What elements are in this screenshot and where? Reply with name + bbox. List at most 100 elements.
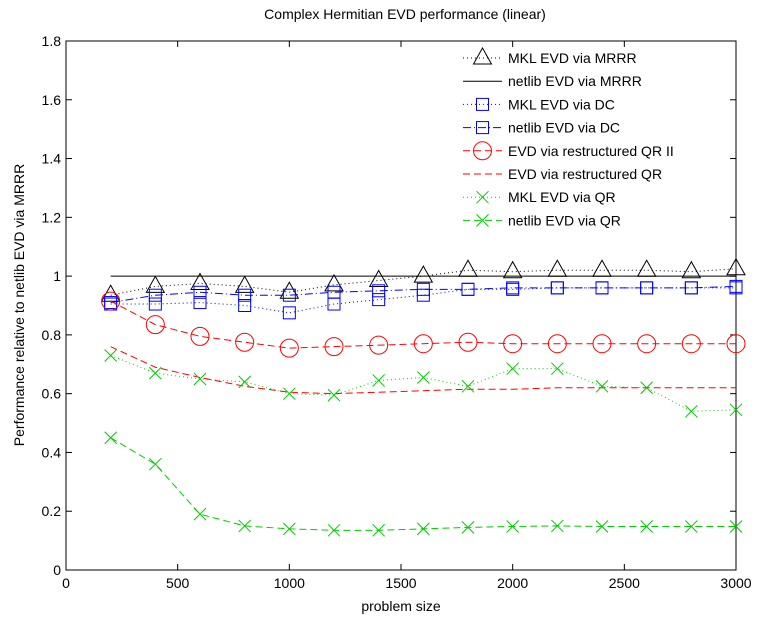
legend-label: netlib EVD via QR (508, 212, 621, 228)
axis-ticks: 0 500 1000 1500 2000 2500 3000 0 0.2 0.4 0.6 0.8 1 1.… (42, 33, 752, 591)
data-point (416, 522, 430, 536)
data-point (193, 296, 207, 310)
data-point (101, 291, 121, 311)
y-tick-label: 1.4 (42, 151, 62, 167)
legend-label: MKL EVD via MRRR (508, 50, 637, 66)
data-point (502, 260, 523, 279)
data-point (595, 379, 609, 393)
y-tick-label: 1.8 (42, 33, 62, 49)
data-point (279, 338, 299, 358)
data-point (238, 519, 252, 533)
data-point (372, 284, 386, 298)
data-point (506, 362, 520, 376)
data-point (324, 337, 344, 357)
data-point (681, 260, 702, 279)
data-point (372, 293, 386, 307)
data-point (145, 315, 165, 335)
data-point (104, 296, 118, 310)
x-tick-label: 2500 (609, 575, 640, 591)
y-tick-label: 1.2 (42, 209, 62, 225)
data-point (148, 288, 162, 302)
legend-entry: netlib EVD via MRRR (463, 73, 642, 89)
data-point (461, 521, 475, 534)
data-point (684, 404, 698, 418)
data-point (148, 366, 162, 380)
data-point (104, 431, 118, 445)
data-point (547, 334, 567, 354)
data-point (550, 281, 564, 295)
data-point (282, 522, 296, 536)
data-point (640, 520, 654, 533)
data-point (640, 381, 654, 395)
legend-marker (476, 190, 489, 204)
data-point (372, 374, 386, 387)
legend-label: netlib EVD via MRRR (508, 73, 642, 89)
data-point (282, 387, 296, 401)
data-point (550, 519, 564, 533)
y-axis-label: Performance relative to netlib EVD via M… (11, 164, 27, 446)
data-point (637, 334, 657, 354)
data-point (503, 334, 523, 354)
data-point (729, 279, 743, 293)
legend-label: MKL EVD via DC (508, 96, 615, 112)
data-point (684, 520, 698, 533)
data-point (190, 272, 210, 290)
x-tick-label: 1500 (385, 575, 416, 591)
data-point (327, 388, 341, 402)
y-tick-label: 1.6 (42, 92, 62, 108)
legend-entry: MKL EVD via DC (463, 96, 615, 112)
data-point (148, 457, 162, 471)
data-point (190, 326, 210, 346)
data-point (327, 523, 341, 537)
series-layer (100, 257, 746, 537)
y-tick-label: 0.4 (42, 444, 62, 460)
series-6 (104, 349, 743, 418)
series-line (110, 300, 736, 349)
data-point (369, 335, 389, 355)
data-point (726, 257, 746, 276)
x-tick-label: 2000 (497, 575, 528, 591)
data-point (729, 403, 743, 417)
data-point (681, 334, 701, 354)
legend-marker (476, 121, 489, 135)
data-point (193, 372, 207, 386)
data-point (416, 282, 430, 296)
data-point (279, 281, 300, 299)
legend-marker (472, 46, 493, 65)
legend: MKL EVD via MRRR netlib EVD via MRRR MKL E… (463, 46, 674, 228)
legend-entry: EVD via restructured QR II (463, 141, 674, 161)
legend-label: EVD via restructured QR (508, 166, 662, 182)
x-axis-label: problem size (361, 598, 441, 614)
data-point (282, 306, 296, 320)
data-point (368, 269, 389, 288)
data-point (461, 282, 475, 296)
legend-label: netlib EVD via DC (508, 120, 620, 136)
data-point (413, 334, 433, 354)
y-tick-label: 1 (53, 268, 61, 284)
x-tick-label: 500 (166, 575, 190, 591)
x-tick-label: 0 (62, 575, 70, 591)
data-point (684, 281, 698, 295)
legend-entry: netlib EVD via QR (463, 212, 621, 228)
data-point (238, 288, 252, 302)
y-tick-label: 0.6 (42, 386, 62, 402)
data-point (235, 332, 255, 352)
data-point (506, 520, 520, 533)
data-point (234, 275, 255, 293)
data-point (592, 334, 612, 354)
data-point (193, 507, 207, 521)
data-point (145, 275, 166, 293)
data-point (282, 288, 296, 302)
data-point (729, 520, 743, 533)
data-point (193, 285, 207, 299)
plot-frame (65, 40, 737, 571)
y-tick-label: 0 (53, 562, 61, 578)
legend-marker (473, 141, 492, 161)
data-point (416, 371, 430, 384)
legend-marker (476, 214, 489, 227)
series-line (110, 287, 736, 314)
data-point (726, 334, 746, 354)
data-point (324, 273, 344, 292)
data-point (104, 349, 118, 362)
series-7 (104, 431, 743, 537)
